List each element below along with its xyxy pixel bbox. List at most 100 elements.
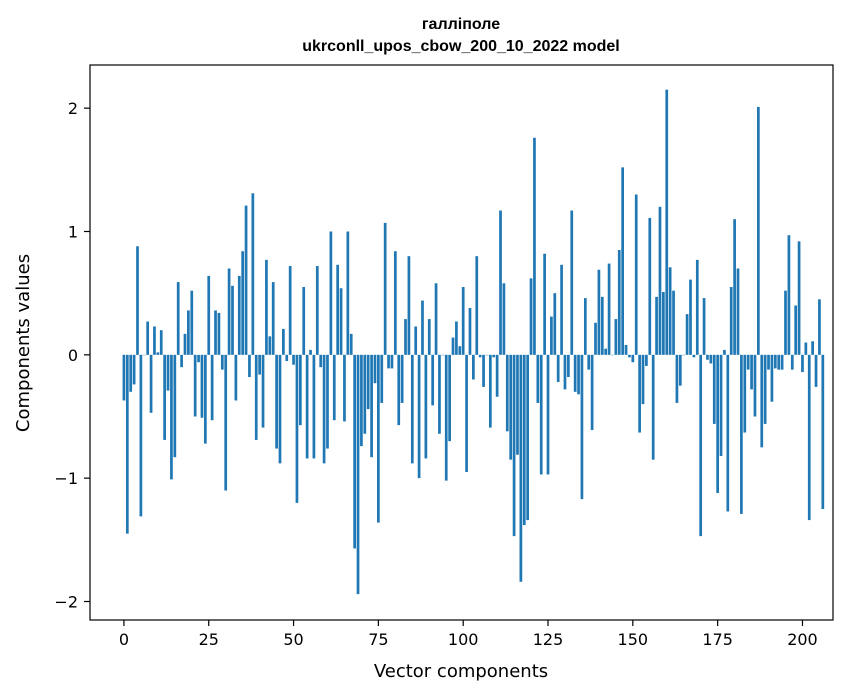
bar-193 <box>777 354 781 370</box>
bar-147 <box>621 167 625 355</box>
x-tick-label: 25 <box>199 630 219 649</box>
bar-25 <box>207 275 211 355</box>
bar-90 <box>427 319 431 355</box>
bar-171 <box>702 298 706 355</box>
bar-20 <box>190 290 194 355</box>
bar-28 <box>217 312 221 355</box>
bar-166 <box>685 314 689 355</box>
bar-78 <box>387 354 390 369</box>
bar-142 <box>604 348 608 355</box>
bar-198 <box>794 305 798 355</box>
x-tick-label: 100 <box>448 630 479 649</box>
bar-76 <box>380 354 384 403</box>
bar-2 <box>129 354 133 392</box>
bar-48 <box>285 354 289 361</box>
bar-39 <box>254 354 258 440</box>
bar-152 <box>638 354 641 433</box>
bar-188 <box>760 354 764 448</box>
x-axis-label: Vector components <box>374 661 548 682</box>
bar-135 <box>580 354 584 500</box>
bar-40 <box>258 354 261 375</box>
bar-21 <box>193 354 197 417</box>
bar-180 <box>733 219 736 355</box>
chart-subtitle: ukrconll_upos_cbow_200_10_2022 model <box>302 38 619 55</box>
bar-29 <box>220 354 224 370</box>
bar-14 <box>170 354 173 480</box>
bar-69 <box>356 354 360 595</box>
bar-68 <box>353 354 356 549</box>
bar-55 <box>309 349 312 355</box>
bar-112 <box>502 283 506 355</box>
bar-43 <box>268 336 272 355</box>
bar-134 <box>577 354 580 395</box>
x-tick-label: 175 <box>702 630 733 649</box>
bar-164 <box>678 354 682 386</box>
bar-80 <box>393 251 397 355</box>
y-axis-label: Components values <box>13 254 34 432</box>
bar-106 <box>482 354 485 387</box>
bar-157 <box>655 296 658 355</box>
bar-32 <box>231 285 234 355</box>
bar-122 <box>536 354 540 403</box>
x-ticks-group: 0 25 50 75 100 125 150 175 200 <box>119 620 818 649</box>
bar-109 <box>492 354 496 358</box>
bar-146 <box>617 250 621 355</box>
bar-16 <box>176 282 180 355</box>
bar-0 <box>122 354 126 401</box>
bar-204 <box>814 354 818 387</box>
bar-116 <box>516 354 519 455</box>
bar-123 <box>539 354 543 475</box>
bar-170 <box>699 354 703 537</box>
x-tick-label: 0 <box>119 630 129 649</box>
bar-91 <box>431 354 435 406</box>
bar-117 <box>519 354 523 582</box>
bar-124 <box>543 253 546 355</box>
bar-150 <box>631 354 635 363</box>
x-tick-label: 150 <box>618 630 649 649</box>
bar-18 <box>183 333 187 355</box>
bar-160 <box>665 89 669 355</box>
bar-133 <box>573 354 577 392</box>
bar-158 <box>658 206 662 355</box>
bar-58 <box>319 354 323 368</box>
bar-153 <box>641 354 645 405</box>
bar-30 <box>224 354 228 491</box>
bar-190 <box>767 354 770 370</box>
y-tick-label: 2 <box>68 99 78 118</box>
bar-19 <box>187 310 190 355</box>
bar-115 <box>512 354 516 537</box>
bar-95 <box>444 354 448 481</box>
bar-205 <box>818 299 821 355</box>
bar-74 <box>373 354 377 384</box>
bar-102 <box>468 307 472 355</box>
bar-196 <box>787 235 791 355</box>
bar-199 <box>797 241 801 355</box>
bar-81 <box>397 354 401 426</box>
bar-126 <box>550 316 553 355</box>
bar-154 <box>645 354 648 366</box>
bar-82 <box>400 354 404 403</box>
bar-187 <box>757 106 760 355</box>
bar-62 <box>332 354 336 421</box>
bar-83 <box>404 319 407 355</box>
bar-49 <box>288 266 292 355</box>
bar-3 <box>132 354 136 385</box>
bar-92 <box>434 283 438 355</box>
x-tick-label: 125 <box>533 630 564 649</box>
bar-45 <box>275 354 278 449</box>
bar-148 <box>624 344 628 355</box>
bar-127 <box>553 293 557 355</box>
bar-63 <box>336 264 340 355</box>
bar-138 <box>590 354 594 431</box>
bar-98 <box>455 321 458 355</box>
bar-24 <box>203 354 207 444</box>
bar-136 <box>583 298 587 355</box>
bar-53 <box>302 287 306 355</box>
bar-161 <box>668 267 672 355</box>
bar-73 <box>370 354 373 458</box>
bar-175 <box>716 354 719 493</box>
bar-56 <box>312 354 316 459</box>
bar-27 <box>214 310 217 355</box>
bar-191 <box>770 354 774 402</box>
